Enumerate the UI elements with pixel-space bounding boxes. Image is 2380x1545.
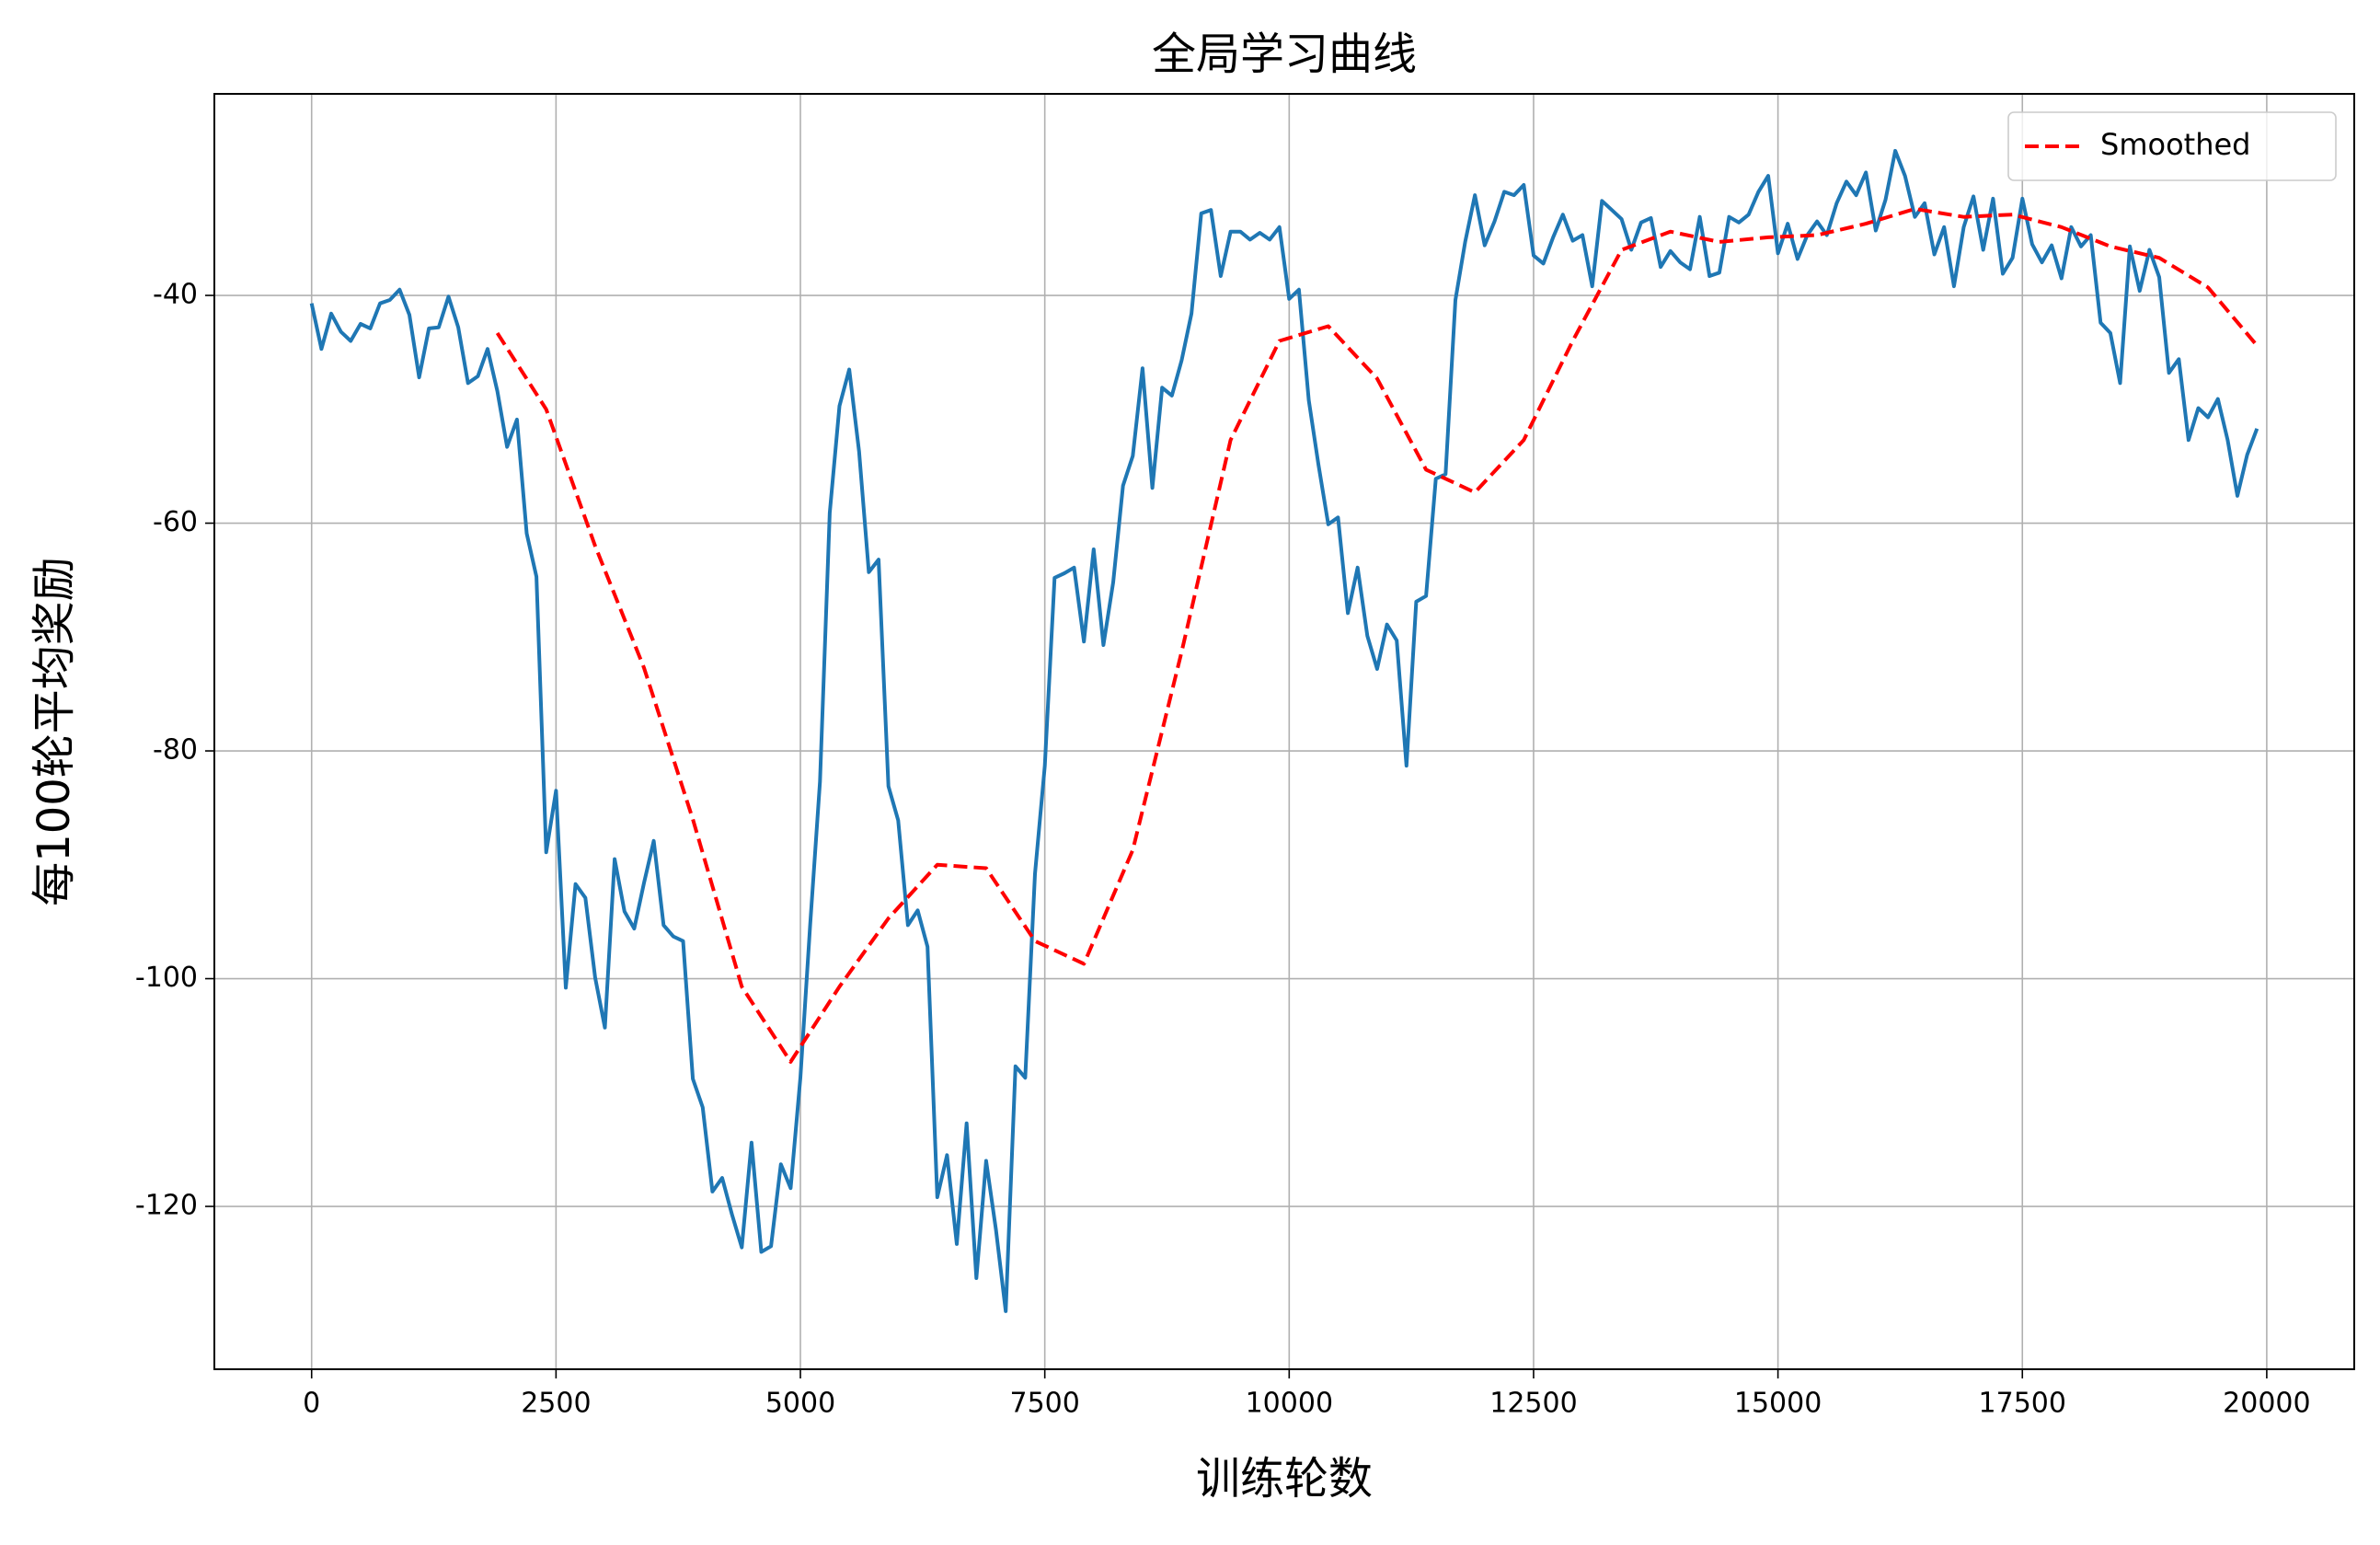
x-tick-label: 0 [303,1388,320,1420]
y-tick-label: -120 [135,1190,198,1222]
chart-title: 全局学习曲线 [1152,29,1417,80]
x-tick-label: 7500 [1009,1388,1079,1420]
legend-box [2007,111,2337,181]
y-tick-label: -60 [153,506,198,538]
plot-frame [213,93,2355,1370]
x-tick-label: 2500 [521,1388,591,1420]
x-tick-label: 12500 [1489,1388,1577,1420]
x-tick-label: 15000 [1734,1388,1822,1420]
x-axis-label: 训练轮数 [1196,1453,1373,1505]
y-tick-label: -40 [153,279,198,311]
y-axis-label: 每100轮平均奖励 [29,557,80,906]
y-tick-label: -100 [135,962,198,994]
x-tick-label: 5000 [765,1388,835,1420]
y-tick-label: -80 [153,734,198,767]
line-series [309,148,2259,1313]
legend-label: Smoothed [2100,127,2250,162]
x-tick-label: 17500 [1979,1388,2066,1420]
legend: Smoothed [2007,111,2337,181]
line-series [495,207,2259,1064]
x-tick-label: 20000 [2223,1388,2310,1420]
x-tick-label: 10000 [1246,1388,1333,1420]
